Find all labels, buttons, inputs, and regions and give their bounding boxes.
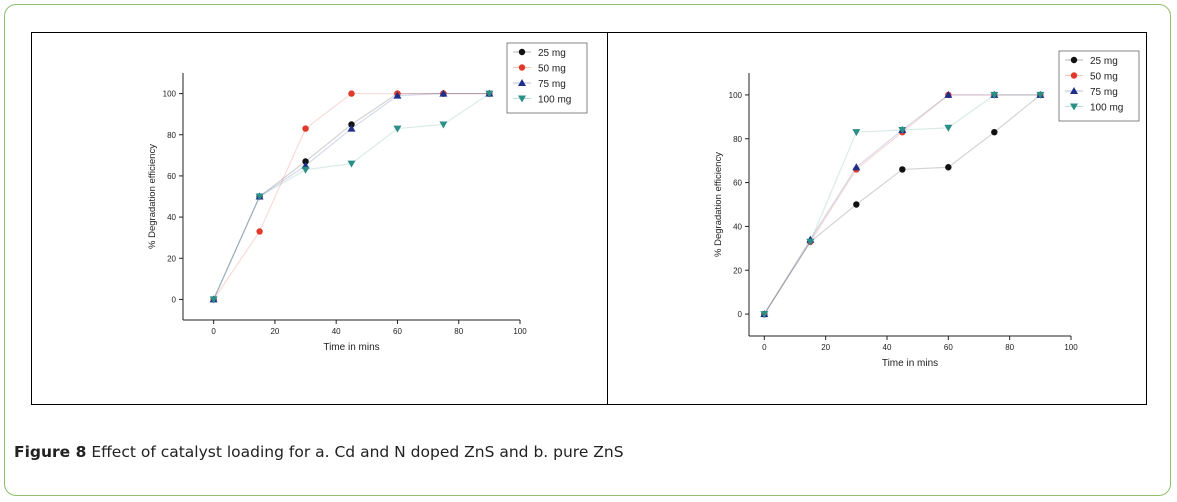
caption-label: Figure 8 [14,443,87,461]
chart-b-point [853,201,860,208]
chart-a-point [439,89,448,97]
chart-a-point [439,121,448,129]
figure-frame [4,4,1171,496]
chart-b-legend-label: 50 mg [1090,72,1118,83]
chart-a-legend-label: 50 mg [538,64,566,75]
chart-a-x-axis-label: Time in mins [323,342,379,353]
chart-a-x-tick-label: 40 [332,327,341,336]
chart-a-legend-marker [518,64,526,71]
chart-b-legend-marker [1070,56,1078,64]
chart-a-point [348,121,355,128]
chart-a-point [301,166,310,174]
chart-a-point [255,193,264,201]
chart-a-y-tick-label: 60 [167,172,176,181]
chart-b-legend-marker [1070,87,1078,94]
chart-a-y-tick-label: 40 [167,213,176,222]
chart-b-x-tick-label: 100 [1064,343,1078,352]
chart-a-point [256,228,263,235]
chart-b-x-tick-label: 60 [944,343,953,352]
chart-b-legend-marker [1070,103,1078,111]
chart-a-y-tick-label: 100 [163,90,177,99]
chart-b-x-tick-label: 40 [883,343,892,352]
chart-b-x-tick-label: 20 [821,343,830,352]
chart-b-point [944,124,953,132]
chart-a-legend-label: 25 mg [538,48,566,59]
chart-a-y-tick-label: 20 [167,254,176,263]
chart-b-x-tick-label: 80 [1005,343,1014,352]
chart-a-point [393,91,402,99]
chart-b-point [898,126,907,134]
caption-text: Effect of catalyst loading for a. Cd and… [91,443,624,461]
chart-a-point [347,160,356,168]
chart-a-point [348,90,355,97]
chart-a-x-tick-label: 60 [393,327,402,336]
chart-a-legend-label: 75 mg [538,79,566,90]
chart-a-legend-marker [518,95,526,103]
chart-a-point [209,296,218,304]
chart-b-y-tick-label: 100 [729,91,743,100]
chart-b-x-tick-label: 0 [762,343,767,352]
chart-a-legend-label: 100 mg [538,95,571,106]
chart-a-point [302,158,309,165]
chart-panel-b: 0 20 40 60 80 100 0 20 40 60 80 100 Time in mins % De… [607,32,1147,405]
chart-b-y-tick-label: 80 [733,135,742,144]
chart-a-point [485,90,494,98]
chart-b-y-tick-label: 0 [738,310,743,319]
chart-b-y-axis-label: % Degradation efficiency [713,152,724,257]
chart-b-point [852,163,861,171]
chart-b-y-tick-label: 20 [733,266,742,275]
chart-a-point [302,125,309,132]
chart-b-legend-label: 25 mg [1090,56,1118,67]
chart-a-y-tick-label: 80 [167,131,176,140]
chart-a-y-tick-label: 0 [172,295,177,304]
chart-b-legend-marker [1070,72,1078,79]
chart-b-svg: 0 20 40 60 80 100 0 20 40 60 80 100 Time in mins % De… [713,50,1140,369]
chart-a-y-axis-label: % Degradation efficiency [147,144,158,249]
chart-b-y-tick-label: 60 [733,179,742,188]
chart-a-svg: 0 20 40 60 80 100 0 20 40 60 80 100 Time in mins % De… [147,42,588,353]
chart-b-point [945,164,952,171]
chart-b-point [991,128,998,136]
chart-b-point [852,129,861,137]
chart-panel-a: 0 20 40 60 80 100 0 20 40 60 80 100 Time in mins % De… [31,32,608,405]
chart-b-legend-label: 100 mg [1090,103,1123,114]
chart-b-point [899,166,906,173]
chart-a-point [393,125,402,133]
chart-a-legend-marker [518,79,526,86]
chart-b-point [1036,91,1045,99]
chart-a-x-tick-label: 100 [513,327,527,336]
chart-b-point [760,311,769,319]
chart-a-point [347,124,356,132]
chart-a-x-tick-label: 80 [454,327,463,336]
chart-a-legend-marker [518,48,526,56]
chart-b-point [990,91,999,99]
chart-b-point [806,238,815,246]
chart-b-point [944,90,953,98]
chart-b-y-tick-label: 40 [733,222,742,231]
chart-b-x-axis-label: Time in mins [882,358,938,369]
chart-a-x-tick-label: 0 [211,327,216,336]
chart-a-x-tick-label: 20 [270,327,279,336]
figure-caption: Figure 8 Effect of catalyst loading for … [14,443,624,461]
chart-b-legend-label: 75 mg [1090,87,1118,98]
